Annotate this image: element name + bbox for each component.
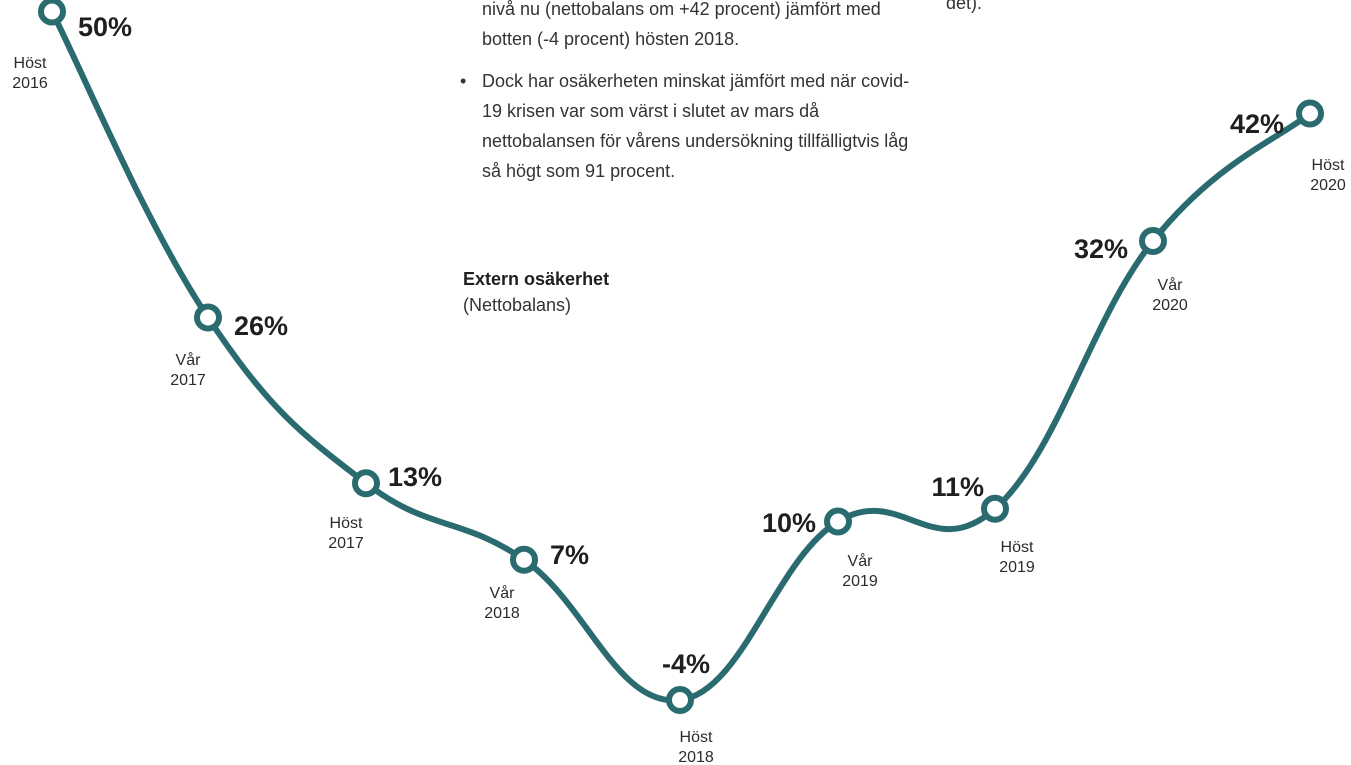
period-label: Vår [1158, 276, 1184, 294]
data-label: 13% [388, 462, 442, 492]
commentary-bullets: nivå nu (nettobalans om +42 procent) jäm… [458, 0, 918, 198]
data-label: 50% [78, 12, 132, 42]
period-label: 2017 [328, 535, 364, 552]
period-label: 2016 [12, 75, 48, 92]
period-label: Vår [848, 552, 874, 570]
data-point [981, 494, 1009, 523]
data-label: 10% [762, 508, 816, 538]
data-label: 32% [1074, 234, 1128, 264]
period-label: 2018 [678, 749, 714, 765]
period-label: 2019 [842, 573, 878, 590]
period-label: Höst [1312, 157, 1345, 174]
data-point [194, 303, 222, 332]
period-label: Höst [680, 729, 713, 746]
side-note: det). [946, 0, 983, 13]
data-point [510, 545, 538, 574]
bullet-1-continuation: nivå nu (nettobalans om +42 procent) jäm… [482, 0, 881, 49]
chart-heading: Extern osäkerhet (Nettobalans) [463, 266, 609, 318]
data-label: 11% [931, 472, 984, 502]
data-label: 26% [234, 311, 288, 341]
period-label: 2017 [170, 372, 206, 389]
data-label: 7% [550, 540, 589, 570]
period-label: Vår [176, 351, 202, 369]
data-point [1296, 99, 1324, 128]
data-point [1139, 227, 1167, 255]
period-label: Höst [1001, 539, 1034, 556]
period-label: Vår [490, 584, 516, 602]
period-label: Höst [330, 515, 363, 532]
period-label: 2018 [484, 605, 520, 622]
bullet-2: Dock har osäkerheten minskat jämfört med… [458, 66, 918, 186]
data-label: -4% [662, 649, 710, 679]
data-point [352, 469, 380, 498]
data-point [38, 0, 66, 26]
series-line [49, 8, 1313, 704]
period-label: 2020 [1152, 297, 1188, 314]
data-point [666, 686, 694, 714]
data-label: 42% [1230, 109, 1284, 139]
period-label: 2020 [1310, 177, 1346, 194]
chart-subtitle: (Nettobalans) [463, 295, 572, 315]
data-point [824, 507, 852, 536]
period-label: Höst [14, 55, 47, 72]
chart-title: Extern osäkerhet [463, 269, 610, 289]
period-label: 2019 [999, 559, 1035, 576]
